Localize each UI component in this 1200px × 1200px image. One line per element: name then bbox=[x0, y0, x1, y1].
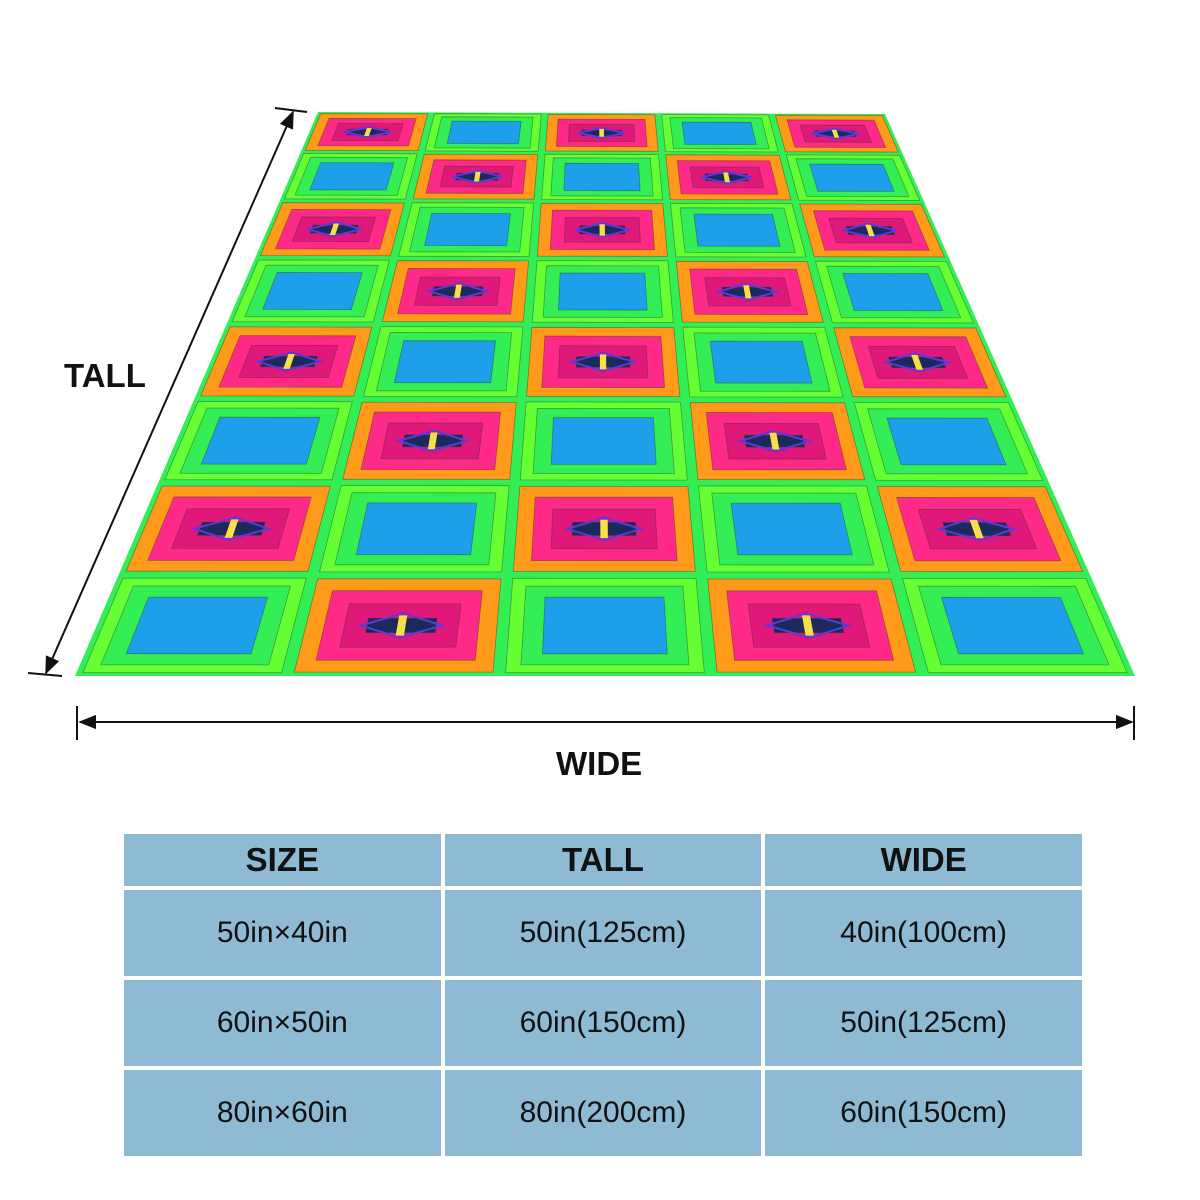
tall-cell: 50in(125cm) bbox=[444, 890, 762, 976]
wide-cell: 60in(150cm) bbox=[765, 1070, 1082, 1156]
size-table-header-row: SIZE TALL WIDE bbox=[124, 834, 1082, 886]
table-row: 80in×60in 80in(200cm) 60in(150cm) bbox=[124, 1070, 1082, 1156]
tall-dimension-arrow bbox=[27, 107, 308, 677]
size-cell: 60in×50in bbox=[124, 980, 441, 1066]
wide-label: WIDE bbox=[556, 745, 643, 782]
size-cell: 80in×60in bbox=[124, 1070, 441, 1156]
blanket-image bbox=[75, 112, 1135, 676]
header-tall: TALL bbox=[444, 834, 762, 886]
wide-cell: 50in(125cm) bbox=[765, 980, 1082, 1066]
header-wide: WIDE bbox=[765, 834, 1082, 886]
wide-cell: 40in(100cm) bbox=[765, 890, 1082, 976]
tall-label: TALL bbox=[64, 357, 146, 394]
size-table: SIZE TALL WIDE 50in×40in 50in(125cm) 40i… bbox=[120, 830, 1086, 1160]
tall-cell: 80in(200cm) bbox=[444, 1070, 762, 1156]
header-size: SIZE bbox=[124, 834, 441, 886]
tall-cell: 60in(150cm) bbox=[444, 980, 762, 1066]
table-row: 50in×40in 50in(125cm) 40in(100cm) bbox=[124, 890, 1082, 976]
table-row: 60in×50in 60in(150cm) 50in(125cm) bbox=[124, 980, 1082, 1066]
size-cell: 50in×40in bbox=[124, 890, 441, 976]
wide-dimension-arrow bbox=[76, 706, 1135, 740]
